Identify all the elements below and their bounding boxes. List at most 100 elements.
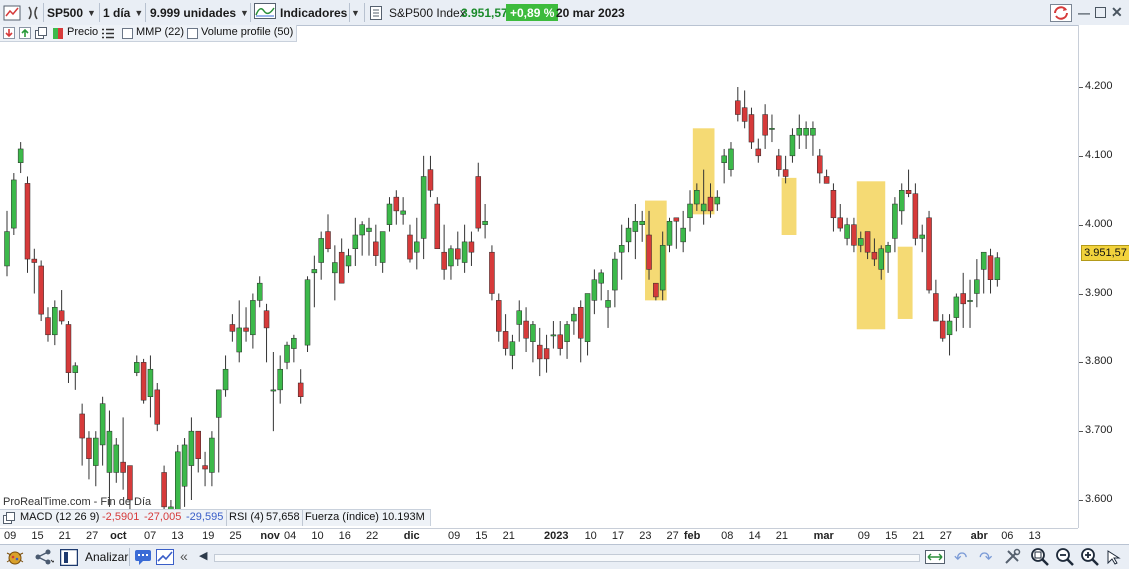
candle — [24, 176, 31, 273]
candle-body — [516, 310, 522, 325]
scrollbar-track[interactable] — [214, 554, 920, 562]
candle-body — [659, 245, 666, 291]
candle — [291, 334, 297, 363]
volume-profile-label[interactable]: Volume profile (50) — [201, 26, 294, 38]
undo-icon[interactable]: ↶ — [954, 550, 968, 567]
candle-body — [414, 241, 420, 253]
indicators-button[interactable]: Indicadores — [254, 3, 347, 22]
candle — [803, 121, 809, 149]
candle-body — [332, 262, 338, 274]
candle-body — [17, 148, 24, 163]
analyze-label[interactable]: Analizar — [85, 550, 129, 564]
zoom-in-icon[interactable] — [1080, 547, 1100, 570]
candle — [222, 355, 229, 397]
candle-body — [803, 128, 809, 136]
screener-icon[interactable] — [155, 548, 175, 566]
maximize-icon[interactable] — [1095, 3, 1106, 22]
checkbox-mmp[interactable] — [121, 27, 133, 39]
windows-icon[interactable] — [2, 511, 16, 525]
redo-icon[interactable]: ↷ — [979, 550, 993, 567]
date-axis[interactable]: 09 15 21 27 oct 07 13 19 25 nov 04 10 16 22 dic 09 15 21 2… — [0, 528, 1078, 545]
candle — [885, 241, 891, 273]
candle-body — [209, 437, 215, 473]
candle — [140, 358, 147, 404]
scroll-left-icon[interactable]: ◀ — [199, 550, 208, 562]
mmp-label[interactable]: MMP (22) — [136, 26, 185, 38]
fuerza-label[interactable]: Fuerza (índice) — [305, 511, 379, 523]
analyze-icon[interactable] — [59, 548, 79, 566]
candle — [65, 321, 72, 383]
candle — [700, 169, 707, 225]
zoom-fit-icon[interactable] — [925, 548, 945, 569]
tools-icon[interactable] — [1003, 548, 1021, 569]
quote-date: 20 mar 2023 — [556, 5, 625, 20]
candle — [434, 197, 441, 250]
timeframe-selector[interactable]: 1 día ▼ — [103, 3, 143, 22]
cursor-icon[interactable] — [1106, 549, 1124, 568]
windows-icon[interactable] — [34, 26, 48, 40]
candle-body — [134, 362, 140, 373]
y-tick-label: 4.200 — [1085, 80, 1113, 92]
candle-body — [728, 148, 734, 170]
candle — [256, 276, 263, 308]
candle-body — [195, 430, 201, 459]
x-tick-label: 19 — [202, 530, 215, 542]
candle — [441, 224, 447, 280]
checkbox-volume-profile[interactable] — [186, 27, 198, 39]
symbol-selector[interactable]: SP500 ▼ — [47, 3, 96, 22]
candle-body — [434, 203, 441, 250]
candle-body — [721, 155, 727, 163]
candle — [147, 355, 154, 418]
candle-body — [810, 128, 816, 136]
candle — [263, 303, 270, 363]
candle — [243, 307, 249, 342]
candle — [284, 341, 290, 370]
candle-body — [359, 224, 365, 236]
indicators-dropdown[interactable]: ▼ — [351, 3, 360, 22]
x-tick-label: abr — [970, 530, 988, 542]
candle-body — [707, 196, 714, 212]
price-axis[interactable]: 4.200 4.100 4.000 3.900 3.800 3.700 3.600 — [1078, 25, 1129, 528]
zoom-area-icon[interactable] — [1030, 547, 1050, 570]
list-icon[interactable] — [101, 26, 115, 40]
candle-body — [823, 176, 830, 184]
price-label[interactable]: Precio — [67, 26, 99, 38]
x-tick-label: oct — [110, 530, 127, 542]
zoom-out-icon[interactable] — [1055, 547, 1075, 570]
candle-body — [468, 241, 475, 253]
candle-body — [154, 389, 161, 425]
candle — [653, 282, 659, 301]
candle-body — [687, 203, 693, 219]
close-icon[interactable]: ✕ — [1111, 4, 1123, 20]
y-tick-label: 3.900 — [1085, 286, 1113, 299]
chat-icon[interactable] — [133, 548, 153, 566]
collapse-left-icon[interactable]: « — [180, 548, 188, 564]
instrument-list-icon[interactable] — [26, 3, 40, 22]
price-chart[interactable] — [0, 42, 1078, 510]
arrow-down-icon[interactable] — [2, 26, 16, 40]
x-tick-label: feb — [683, 530, 701, 542]
instrument-info-icon[interactable] — [370, 3, 382, 22]
chart-grid-icon[interactable] — [3, 3, 21, 22]
x-tick-label: 21 — [912, 530, 925, 542]
candle — [202, 451, 208, 487]
macd-label[interactable]: MACD (12 26 9) — [20, 511, 100, 523]
share-icon[interactable] — [33, 548, 55, 566]
bug-icon[interactable] — [4, 548, 26, 566]
candle-body — [11, 179, 17, 229]
candle — [612, 252, 618, 308]
candle-body — [523, 320, 529, 339]
candle — [632, 204, 639, 260]
units-selector[interactable]: 9.999 unidades ▼ — [150, 3, 249, 22]
sync-icon[interactable] — [1050, 3, 1072, 22]
rsi-label[interactable]: RSI (4) — [229, 511, 264, 523]
candle-body — [352, 234, 359, 250]
candle — [31, 248, 38, 294]
candle — [461, 224, 468, 273]
symbol-label: SP500 — [47, 5, 84, 20]
price-color-icon — [52, 27, 64, 39]
candle — [134, 355, 140, 377]
arrow-up-icon[interactable] — [18, 26, 32, 40]
minimize-icon[interactable]: — — [1078, 5, 1090, 20]
candle-body — [243, 327, 249, 332]
